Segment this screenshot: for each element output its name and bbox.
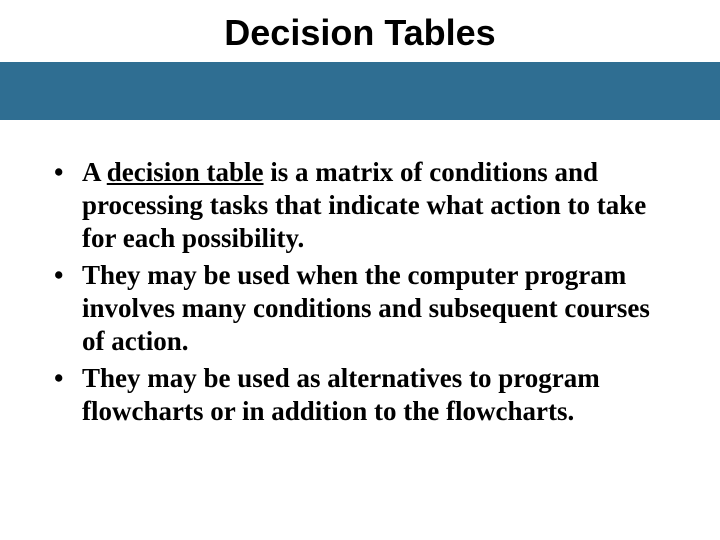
accent-band bbox=[0, 62, 720, 120]
slide-title: Decision Tables bbox=[0, 0, 720, 62]
slide: Decision Tables A decision table is a ma… bbox=[0, 0, 720, 540]
bullet-text-segment: They may be used when the computer progr… bbox=[82, 260, 650, 356]
bullet-item: They may be used when the computer progr… bbox=[48, 259, 672, 358]
bullet-item: They may be used as alternatives to prog… bbox=[48, 362, 672, 428]
bullet-list: A decision table is a matrix of conditio… bbox=[48, 156, 672, 428]
bullet-text-segment: A bbox=[82, 157, 107, 187]
bullet-text-segment: decision table bbox=[107, 157, 264, 187]
bullet-text-segment: They may be used as alternatives to prog… bbox=[82, 363, 600, 426]
bullet-item: A decision table is a matrix of conditio… bbox=[48, 156, 672, 255]
slide-body: A decision table is a matrix of conditio… bbox=[0, 120, 720, 428]
